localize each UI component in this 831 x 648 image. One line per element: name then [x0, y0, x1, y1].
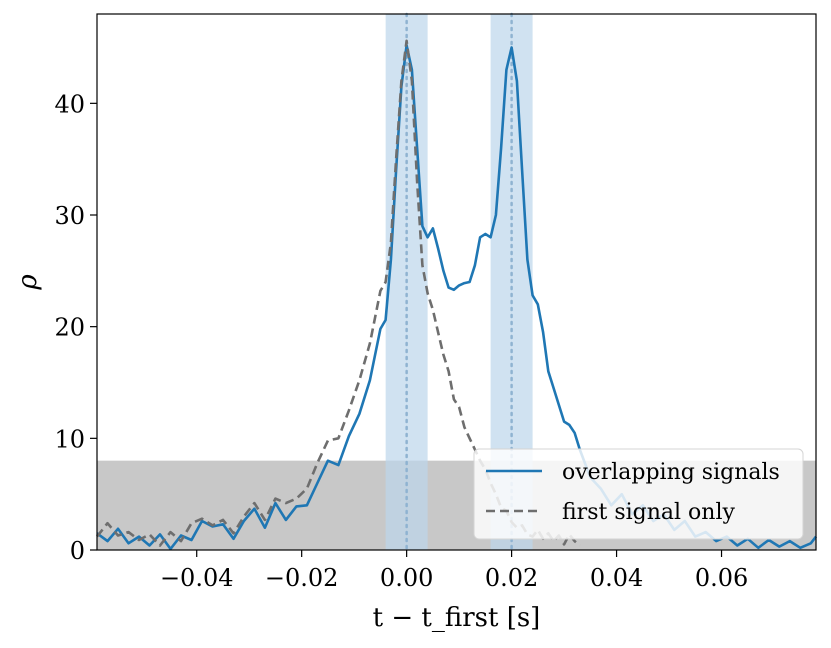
x-tick-label-3: 0.00	[380, 564, 433, 592]
y-axis-ticks: 0 10 20 30 40	[54, 90, 97, 565]
legend-label-1: overlapping signals	[562, 460, 780, 485]
x-axis-ticks: −0.04 −0.02 0.00 0.02 0.04 0.06	[160, 550, 748, 592]
x-tick-label-4: 0.02	[485, 564, 538, 592]
window-center-lines	[405, 12, 513, 552]
x-tick-label-6: 0.06	[695, 564, 748, 592]
y-tick-label-1: 0	[70, 537, 85, 565]
legend-box	[473, 448, 804, 540]
y-tick-label-5: 40	[54, 90, 85, 118]
y-tick-label-2: 10	[54, 425, 85, 453]
legend-label-2: first signal only	[562, 500, 735, 525]
legend: overlapping signals first signal only	[473, 448, 804, 540]
x-axis-label: t − t_first [s]	[373, 603, 541, 633]
y-tick-label-3: 20	[54, 314, 85, 342]
x-tick-label-1: −0.04	[160, 564, 234, 592]
x-tick-label-5: 0.04	[590, 564, 643, 592]
x-tick-label-2: −0.02	[265, 564, 339, 592]
plot-frame	[96, 13, 817, 551]
y-tick-label-4: 30	[54, 202, 85, 230]
y-axis-label: ρ	[13, 274, 43, 291]
